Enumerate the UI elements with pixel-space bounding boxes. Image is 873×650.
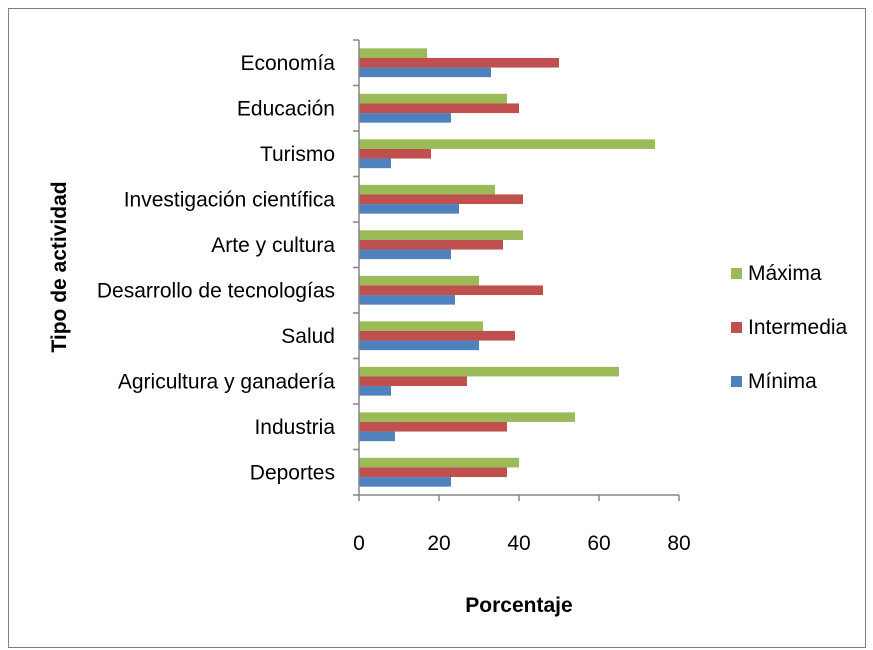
- category-label: Economía: [240, 52, 335, 75]
- bar-mínima-1: [359, 113, 451, 123]
- bar-máxima-2: [359, 139, 655, 149]
- bar-intermedia-3: [359, 194, 523, 205]
- category-label: Educación: [237, 97, 335, 120]
- bar-máxima-5: [359, 275, 479, 286]
- category-label: Agricultura y ganadería: [118, 370, 335, 393]
- bar-máxima-3: [359, 184, 495, 195]
- category-label: Investigación científica: [124, 188, 336, 211]
- legend-label-máxima: Máxima: [748, 262, 822, 285]
- legend-swatch-mínima: [731, 376, 742, 387]
- bar-intermedia-5: [359, 285, 543, 296]
- bar-intermedia-2: [359, 148, 431, 159]
- bar-mínima-4: [359, 249, 451, 260]
- bar-intermedia-8: [359, 421, 507, 432]
- bar-mínima-6: [359, 340, 479, 351]
- x-tick-label: 0: [353, 532, 365, 555]
- bar-mínima-8: [359, 431, 395, 442]
- bar-intermedia-4: [359, 239, 503, 250]
- bar-mínima-9: [359, 477, 451, 487]
- bar-máxima-9: [359, 457, 519, 468]
- x-axis-title: Porcentaje: [465, 594, 572, 617]
- bar-máxima-8: [359, 412, 575, 422]
- bar-mínima-2: [359, 158, 391, 169]
- x-tick-label: 60: [587, 532, 610, 555]
- bar-máxima-0: [359, 48, 427, 58]
- x-ticks: [358, 495, 680, 501]
- legend-label-intermedia: Intermedia: [748, 316, 848, 339]
- bar-intermedia-0: [359, 57, 559, 68]
- legend: Máxima Intermedia Mínima: [731, 262, 848, 393]
- bar-intermedia-1: [359, 103, 519, 114]
- category-label: Deportes: [250, 461, 335, 484]
- legend-label-mínima: Mínima: [748, 370, 817, 393]
- x-tick-labels: 0 20 40 60 80: [353, 532, 691, 555]
- legend-swatch-intermedia: [731, 322, 742, 333]
- category-label: Salud: [281, 325, 335, 348]
- category-label: Turismo: [260, 143, 335, 166]
- category-labels: Economía Educación Turismo Investigación ci…: [97, 52, 335, 485]
- x-tick-label: 80: [667, 532, 690, 555]
- bars-layer: [359, 48, 655, 487]
- bar-máxima-7: [359, 366, 619, 377]
- category-label: Industria: [254, 416, 335, 439]
- x-tick-label: 40: [507, 532, 530, 555]
- legend-swatch-máxima: [731, 268, 742, 279]
- bar-mínima-3: [359, 204, 459, 214]
- x-tick-label: 20: [427, 532, 450, 555]
- y-axis-title: Tipo de actividad: [48, 181, 71, 352]
- bar-máxima-4: [359, 230, 523, 240]
- y-ticks: [353, 39, 359, 496]
- bar-máxima-1: [359, 93, 507, 104]
- bar-intermedia-7: [359, 376, 467, 387]
- bar-mínima-7: [359, 386, 391, 396]
- bar-intermedia-9: [359, 467, 507, 478]
- bar-máxima-6: [359, 321, 483, 331]
- bar-intermedia-6: [359, 330, 515, 341]
- category-label: Arte y cultura: [211, 234, 335, 257]
- category-label: Desarrollo de tecnologías: [97, 279, 335, 302]
- bar-mínima-0: [359, 67, 491, 78]
- bar-mínima-5: [359, 295, 455, 305]
